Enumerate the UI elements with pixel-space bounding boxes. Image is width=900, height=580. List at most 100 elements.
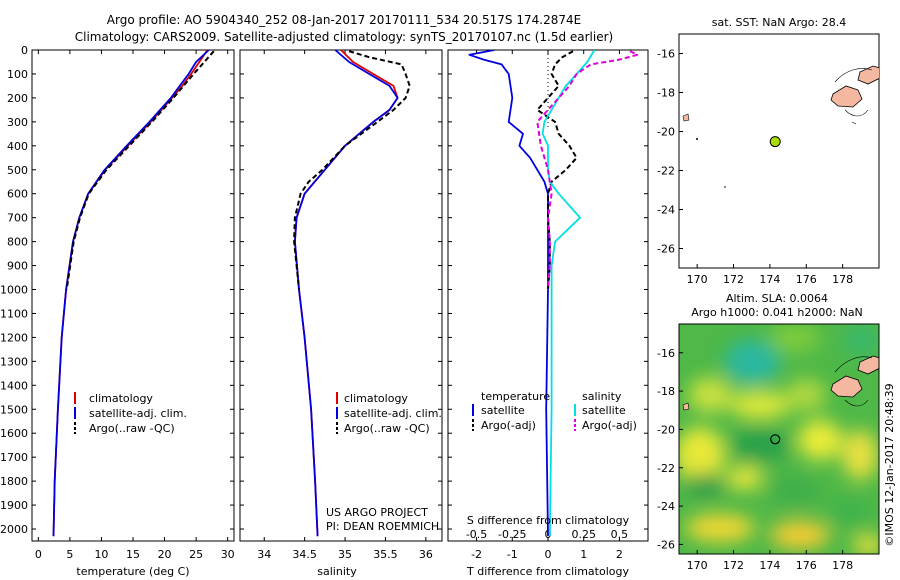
depth-tick-label: 100 [7, 68, 28, 81]
temperature-legend-climatology: climatology [89, 392, 153, 405]
salinity-series [293, 50, 411, 537]
sst-map-y-tick-label: -18 [657, 87, 675, 100]
depth-tick-label: 800 [7, 236, 28, 249]
sla-map-field [679, 324, 879, 554]
difference-series [468, 50, 639, 537]
depth-tick-label: 600 [7, 188, 28, 201]
depth-tick-label: 1700 [0, 451, 28, 464]
sla-map-argo-marker [770, 434, 781, 445]
temperature-legend-satellite: satellite-adj. clim. [89, 407, 187, 420]
sla-blob-13 [769, 475, 821, 505]
difference-s-tick-label: 0.25 [571, 528, 596, 541]
depth-tick-label: 1400 [0, 379, 28, 392]
sst-map-y-tick-label: -20 [657, 126, 675, 139]
salinity-x-tick-label: 34 [257, 548, 271, 561]
sst-map-y-tick-label: -24 [657, 204, 675, 217]
difference-s-tick-label: -0.5 [466, 528, 487, 541]
sla-map-frame [678, 323, 880, 555]
sst-map-island-west [682, 113, 690, 122]
temperature-x-tick-label: 5 [66, 548, 73, 561]
sst-map-argo-marker [769, 136, 781, 148]
sst-map-y-tick-label: -22 [657, 165, 675, 178]
salinity-x-tick-label: 36 [419, 548, 433, 561]
sla-map-island-vanua [857, 355, 879, 375]
sst-map-island-vanua [857, 65, 879, 85]
depth-tick-label: 2000 [0, 523, 28, 536]
temperature-x-tick-label: 0 [35, 548, 42, 561]
salinity-x-tick-label: 35 [338, 548, 352, 561]
salinity-panel-frame [239, 49, 443, 542]
salinity-legend-satellite: satellite-adj. clim. [344, 407, 442, 420]
salinity-x-label: salinity [317, 565, 357, 578]
difference-legend-s-argo: Argo(-adj) [582, 419, 637, 432]
temperature-series [52, 50, 215, 537]
sst-map-frame [678, 33, 880, 269]
depth-tick-label: 1000 [0, 284, 28, 297]
temperature-x-tick-label: 15 [126, 548, 140, 561]
depth-tick-label: 300 [7, 116, 28, 129]
difference-s-tick-label: -0.25 [498, 528, 526, 541]
sla-map-y-tick-label: -20 [657, 423, 675, 436]
difference-s-label: S difference from climatology [467, 514, 630, 527]
sla-map-title-line1: Altim. SLA: 0.0064 [726, 292, 828, 305]
sst-map-y-tick-label: -26 [657, 243, 675, 256]
figure-title-line1: Argo profile: AO 5904340_252 08-Jan-2017… [107, 13, 581, 27]
temperature-x-tick-label: 30 [221, 548, 235, 561]
sla-blob-14 [685, 514, 755, 542]
sla-map-island-west [682, 402, 690, 411]
sst-map-x-tick-label: 174 [759, 273, 780, 286]
depth-tick-label: 900 [7, 260, 28, 273]
sst-map-x-tick-label: 176 [796, 273, 817, 286]
difference-legend-t-satellite: satellite [481, 404, 525, 417]
sla-map-x-tick-label: 174 [759, 559, 780, 572]
sst-map-islet-1 [696, 138, 698, 140]
difference-x-tick-label: -1 [507, 548, 518, 561]
salinity-series-satellite-adj-clim [293, 50, 399, 537]
sla-blob-12 [727, 466, 763, 490]
salinity-legend-argo: Argo(..raw -QC) [344, 422, 430, 435]
salinity-legend: climatology satellite-adj. clim. Argo(..… [336, 392, 442, 435]
depth-tick-label: 1300 [0, 355, 28, 368]
sla-blob-2 [770, 324, 820, 352]
depth-tick-label: 200 [7, 92, 28, 105]
temperature-legend: climatology satellite-adj. clim. Argo(..… [74, 392, 187, 435]
salinity-x-tick-label: 35.5 [373, 548, 398, 561]
salinity-x-axis: 34 34.5 35 35.5 36 [257, 50, 433, 561]
sst-map-x-tick-label: 172 [723, 273, 744, 286]
depth-tick-label: 400 [7, 140, 28, 153]
salinity-x-tick-label: 34.5 [292, 548, 317, 561]
sla-map-y-tick-label: -16 [657, 347, 675, 360]
sla-blob-6 [786, 379, 826, 411]
depth-tick-label: 700 [7, 212, 28, 225]
sla-map-x-tick-label: 170 [687, 559, 708, 572]
sla-blob-11 [685, 473, 725, 497]
sla-blob-1 [724, 340, 780, 384]
difference-series-salinity-argo-adj [536, 50, 639, 290]
difference-x-tick-label: -2 [471, 548, 482, 561]
temperature-legend-argo: Argo(..raw -QC) [89, 422, 175, 435]
sla-blob-17 [853, 535, 879, 554]
sla-blob-5 [730, 391, 790, 419]
difference-x-tick-label: 0 [545, 548, 552, 561]
sla-blob-10 [842, 430, 878, 480]
sla-blob-4 [688, 377, 732, 413]
sla-map-y-tick-label: -26 [657, 538, 675, 551]
sla-map-y-tick-label: -22 [657, 462, 675, 475]
sla-map-title-line2: Argo h1000: 0.041 h2000: NaN [691, 306, 863, 319]
difference-s-tick-label: 0.5 [611, 528, 629, 541]
sla-blob-3 [842, 324, 879, 356]
difference-legend-s-satellite: satellite [582, 404, 626, 417]
sla-map-x-tick-label: 176 [796, 559, 817, 572]
temperature-panel-frame [31, 49, 235, 542]
sla-blob-8 [730, 427, 790, 463]
sla-map-x-tick-label: 178 [832, 559, 853, 572]
sst-map-axes: 170 172 174 176 178 -16 -18 -20 -22 -24 -26 [657, 48, 853, 287]
difference-x-label: T difference from climatology [466, 565, 629, 578]
difference-legend-temperature-header: temperature [481, 390, 550, 403]
depth-axis: 0 100 200 300 400 500 600 700 800 900 1000 1100 1200… [0, 44, 648, 536]
temperature-series-satellite-adj-clim [52, 50, 210, 537]
salinity-annotation-project: US ARGO PROJECT [326, 506, 428, 519]
sst-map-land [682, 65, 879, 188]
salinity-series-argo-raw-qc [293, 50, 411, 290]
